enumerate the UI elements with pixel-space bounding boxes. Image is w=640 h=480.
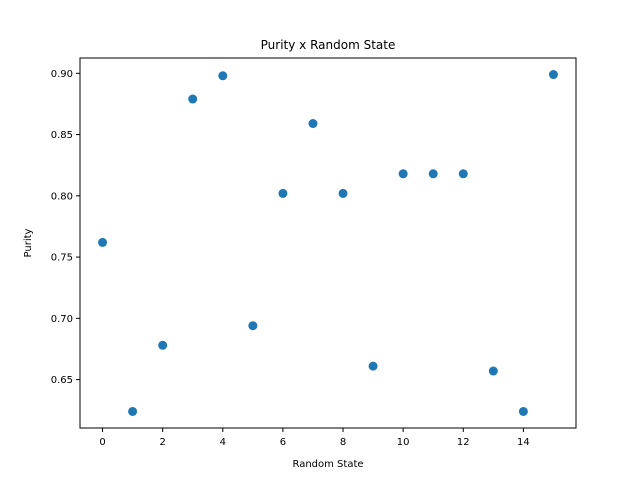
data-point <box>518 406 528 416</box>
x-tick-label: 4 <box>220 437 226 448</box>
data-point <box>158 340 168 350</box>
x-tick-label: 2 <box>159 437 165 448</box>
data-point <box>548 70 558 80</box>
y-tick-label: 0.90 <box>51 69 73 80</box>
data-point <box>428 169 438 179</box>
x-tick-label: 8 <box>340 437 346 448</box>
data-point <box>188 94 198 104</box>
y-tick-label: 0.75 <box>51 253 73 264</box>
data-point <box>338 188 348 198</box>
data-point <box>278 188 288 198</box>
y-axis-ticks: 0.65 0.70 0.75 0.80 0.85 0.90 <box>51 69 80 386</box>
data-point <box>248 321 258 331</box>
data-point <box>98 237 108 247</box>
data-point <box>308 119 318 129</box>
y-axis-label: Purity <box>23 228 34 257</box>
x-tick-label: 10 <box>397 437 410 448</box>
data-points <box>98 70 558 416</box>
data-point <box>398 169 408 179</box>
data-point <box>218 71 228 81</box>
x-tick-label: 0 <box>99 437 105 448</box>
plot-area-frame <box>79 57 577 429</box>
x-tick-label: 14 <box>517 437 530 448</box>
x-tick-label: 6 <box>280 437 286 448</box>
chart-title: Purity x Random State <box>261 38 396 52</box>
y-tick-label: 0.80 <box>51 191 73 202</box>
data-point <box>458 169 468 179</box>
y-tick-label: 0.65 <box>51 375 73 386</box>
data-point <box>368 361 378 371</box>
data-point <box>488 366 498 376</box>
data-point <box>128 406 138 416</box>
x-tick-label: 12 <box>457 437 470 448</box>
y-tick-label: 0.70 <box>51 314 73 325</box>
y-tick-label: 0.85 <box>51 130 73 141</box>
x-axis-label: Random State <box>292 459 363 470</box>
x-axis-ticks: 0 2 4 6 8 10 12 14 <box>99 428 530 448</box>
